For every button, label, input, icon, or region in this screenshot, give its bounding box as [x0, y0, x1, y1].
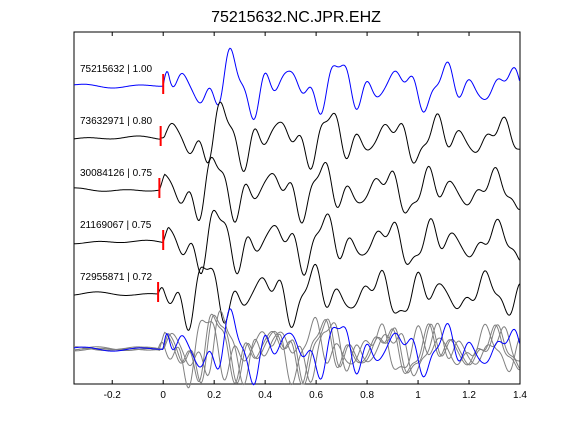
trace-row: 21169067 | 0.75: [73, 209, 520, 276]
trace-row: 73632971 | 0.80: [73, 101, 520, 172]
trace-line: [73, 101, 520, 172]
trace-line: [73, 263, 520, 332]
x-tick-label: 0.8: [360, 390, 374, 401]
overlay-row: [73, 308, 520, 389]
trace-label: 72955871 | 0.72: [80, 272, 153, 283]
x-tick-label: 0.4: [258, 390, 272, 401]
trace-label: 75215632 | 1.00: [80, 64, 153, 75]
trace-row: 75215632 | 1.00: [73, 47, 520, 121]
trace-stack: 75215632 | 1.00 73632971 | 0.80 30084126 |…: [73, 47, 520, 389]
trace-label: 73632971 | 0.80: [80, 116, 153, 127]
x-tick-label: 1.4: [513, 390, 527, 401]
x-axis: -0.2 0 0.2 0.4 0.6 0.8 1 1.2 1.4: [104, 32, 527, 401]
overlay-trace-line: [73, 313, 520, 385]
x-tick-label: -0.2: [104, 390, 122, 401]
chart-title: 75215632.NC.JPR.EHZ: [211, 9, 381, 26]
trace-line: [73, 209, 520, 276]
x-tick-label: 1: [415, 390, 421, 401]
trace-line: [73, 47, 520, 121]
trace-row: 30084126 | 0.75: [73, 156, 520, 224]
x-tick-label: 0.2: [207, 390, 221, 401]
trace-row: 72955871 | 0.72: [73, 263, 520, 332]
x-tick-label: 1.2: [462, 390, 476, 401]
trace-line: [73, 156, 520, 224]
trace-label: 30084126 | 0.75: [80, 168, 153, 179]
overlay-trace-line: [73, 308, 520, 386]
trace-label: 21169067 | 0.75: [80, 220, 152, 231]
x-tick-label: 0: [160, 390, 166, 401]
x-tick-label: 0.6: [309, 390, 323, 401]
